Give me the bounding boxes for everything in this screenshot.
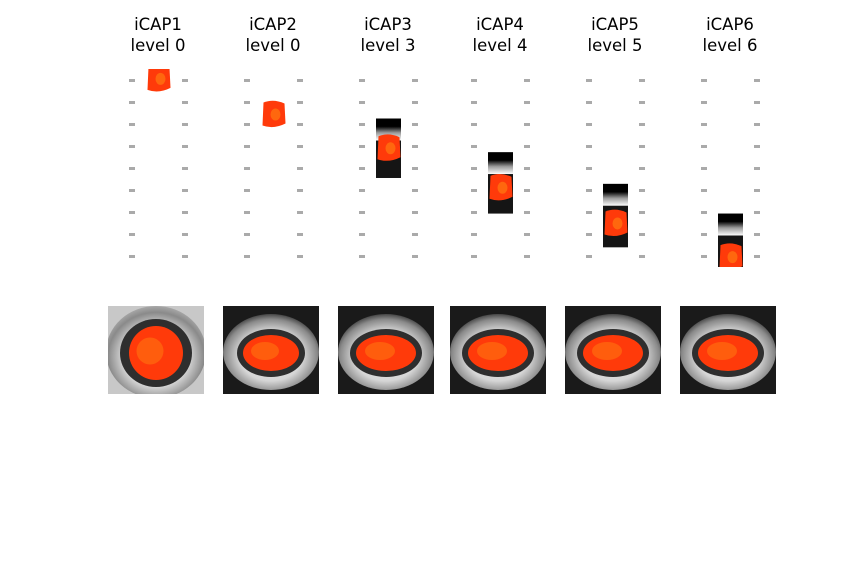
icap5-sagittal-image [582, 69, 649, 267]
icap6-name: iCAP6 [706, 15, 754, 34]
icap1-title: iCAP1 level 0 [93, 14, 223, 56]
icap2-axial-image [223, 306, 319, 394]
icap4-title: iCAP4 level 4 [435, 14, 565, 56]
icap1-name: iCAP1 [134, 15, 182, 34]
icap1-sagittal-image [125, 69, 192, 267]
icap2-name: iCAP2 [249, 15, 297, 34]
icap5-name: iCAP5 [591, 15, 639, 34]
icap3-name: iCAP3 [364, 15, 412, 34]
icap4-name: iCAP4 [476, 15, 524, 34]
icap6-level: level 6 [702, 36, 758, 55]
icap1-level: level 0 [130, 36, 186, 55]
icap2-sagittal-image [240, 69, 307, 267]
icap4-level: level 4 [472, 36, 528, 55]
icap6-sagittal-image [697, 69, 764, 267]
icap4-sagittal-image [467, 69, 534, 267]
icap5-level: level 5 [587, 36, 643, 55]
icap3-axial-image [338, 306, 434, 394]
icap2-level: level 0 [245, 36, 301, 55]
icap2-title: iCAP2 level 0 [208, 14, 338, 56]
icap5-title: iCAP5 level 5 [550, 14, 680, 56]
icap3-sagittal-image [355, 69, 422, 267]
icap6-axial-image [680, 306, 776, 394]
icap3-level: level 3 [360, 36, 416, 55]
icap5-axial-image [565, 306, 661, 394]
icap3-title: iCAP3 level 3 [323, 14, 453, 56]
icap1-axial-image [108, 306, 204, 394]
icap4-axial-image [450, 306, 546, 394]
icap6-title: iCAP6 level 6 [665, 14, 795, 56]
